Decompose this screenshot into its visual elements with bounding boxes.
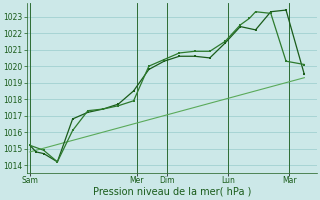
X-axis label: Pression niveau de la mer( hPa ): Pression niveau de la mer( hPa ) <box>92 187 251 197</box>
